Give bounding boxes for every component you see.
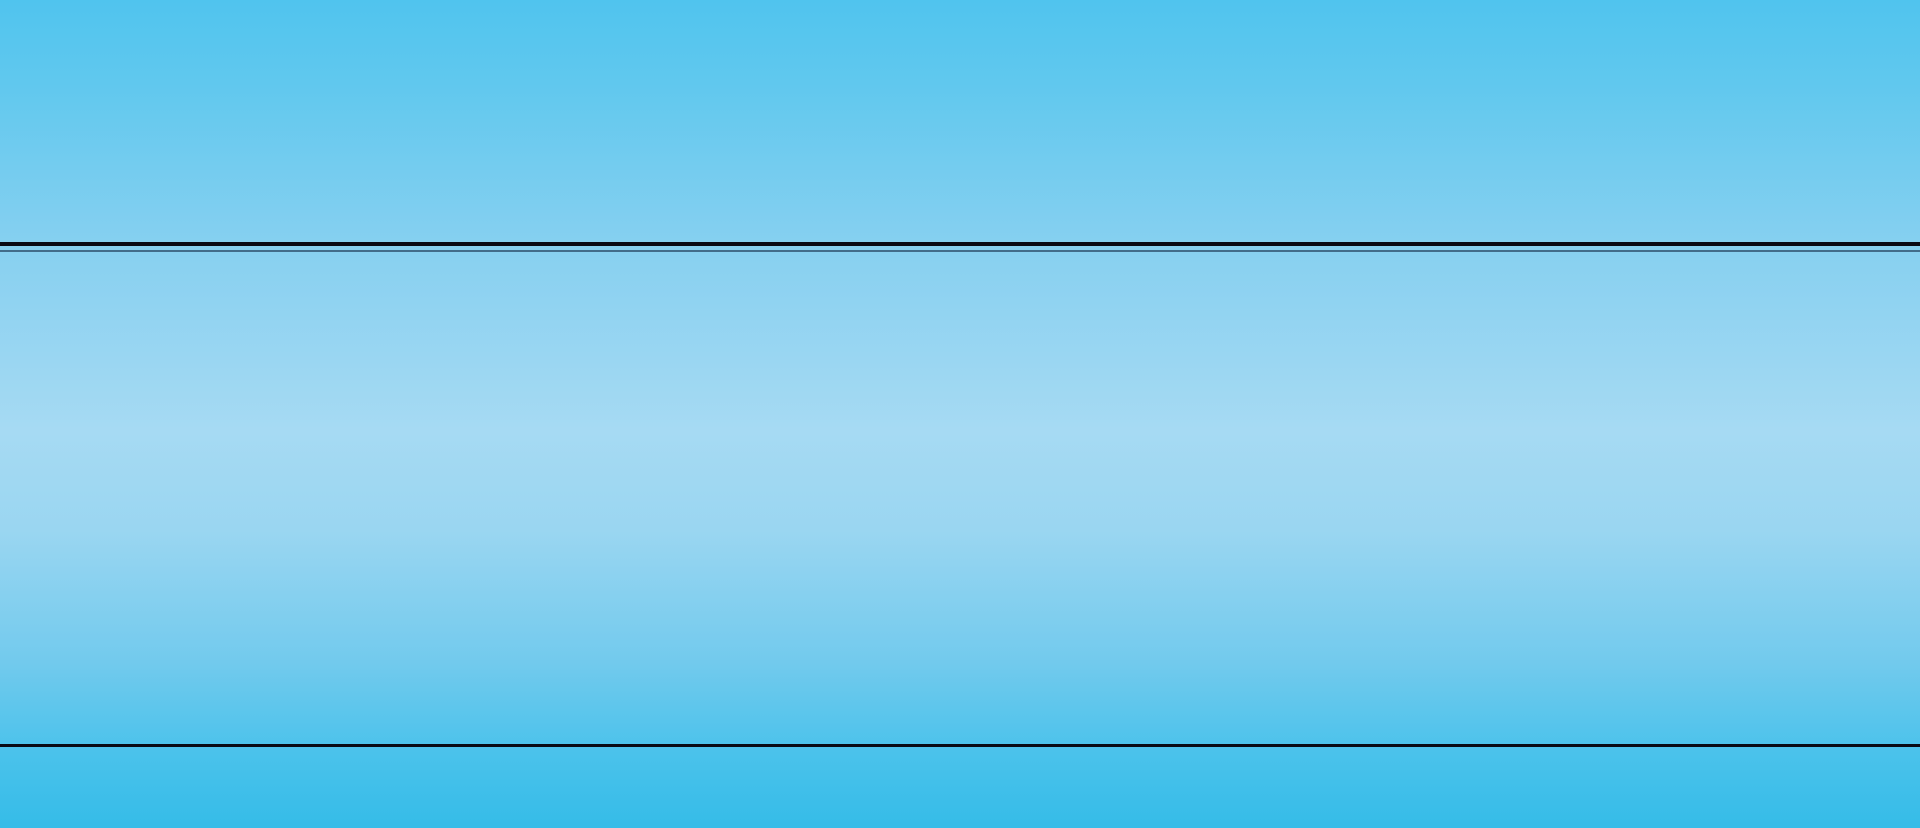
- bottom-axis-line: [0, 744, 1920, 747]
- spectrum-plot: [0, 249, 1920, 745]
- top-axis-line: [0, 242, 1920, 246]
